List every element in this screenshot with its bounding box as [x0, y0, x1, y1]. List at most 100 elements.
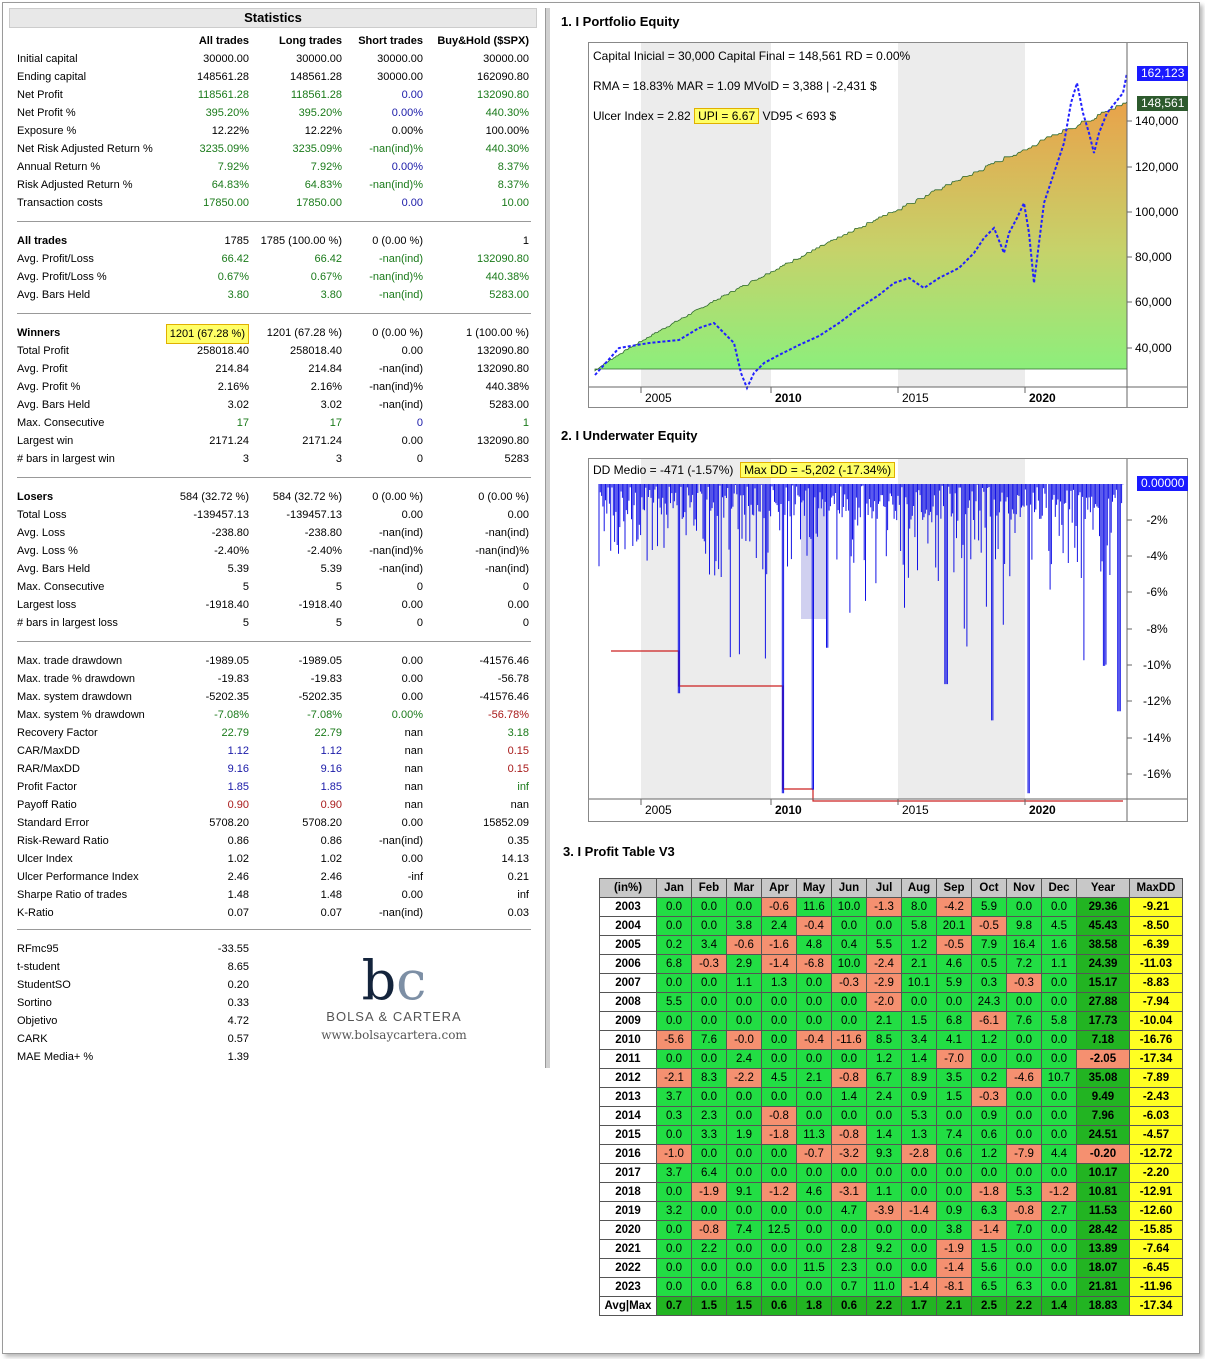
profit-table-cell: 9.2	[866, 1239, 902, 1259]
profit-table-cell: 0.6	[936, 1144, 972, 1164]
stats-header-row: All trades Long trades Short trades Buy&Hol…	[9, 32, 537, 50]
stats-cell: 30000.00	[203, 53, 249, 65]
stats-row: MAE Media+ % 1.39	[9, 1048, 537, 1066]
stats-row-label: K-Ratio	[17, 907, 54, 919]
stats-row: Avg. Profit/Loss 66.42 66.42 -nan(ind) 13209…	[9, 250, 537, 268]
stats-cell: 214.84	[215, 363, 249, 375]
stats-row: Winners 1201 (67.28 %) 1201 (67.28 %) 0 (0.…	[9, 324, 537, 344]
stats-row-label: CAR/MaxDD	[17, 745, 80, 757]
stats-cell: 0.00	[401, 89, 423, 101]
equity-title: 1. I Portfolio Equity	[561, 14, 680, 29]
profit-table-cell: 0.5	[971, 954, 1007, 974]
stats-cell: 66.42	[221, 253, 249, 265]
stats-cell: 132090.80	[477, 253, 529, 265]
stats-cell: 1 (100.00 %)	[466, 327, 529, 339]
profit-table-cell: -6.1	[971, 1011, 1007, 1031]
profit-table-cell: 1.2	[971, 1144, 1007, 1164]
stats-cell: 1	[522, 417, 529, 429]
stats-cell: nan	[404, 727, 423, 739]
stats-cell: 17850.00	[296, 197, 342, 209]
stats-row-label: Initial capital	[17, 53, 78, 65]
profit-table-cell: 2.9	[726, 954, 762, 974]
underwater-chart-plot: -2% -4% -6% -8% -10% -12% -14% -16% 2005 2010 2015…	[589, 459, 1187, 821]
underwater-chart[interactable]: -2% -4% -6% -8% -10% -12% -14% -16% 2005 2010 2015…	[588, 458, 1189, 822]
profit-table-cell: 0.0	[726, 1144, 762, 1164]
profit-table-cell: 0.0	[1006, 1258, 1042, 1278]
profit-table-cell: 6.3	[1006, 1277, 1042, 1297]
stats-cell: 0.00	[401, 509, 423, 521]
stats-row-label: Exposure %	[17, 125, 77, 137]
profit-table-row: Avg|Max 0.7 1.5 1.5 0.6 1.8 0.6 2.2 1.7 2.1 2.5 2.2…	[599, 1296, 1183, 1316]
profit-table-cell: -0.0	[726, 1030, 762, 1050]
stats-cell: 1785	[224, 235, 249, 247]
profit-table-cell: 10.81	[1076, 1182, 1130, 1202]
profit-table-cell: 20.1	[936, 916, 972, 936]
profit-table-cell: -7.0	[936, 1049, 972, 1069]
stats-cell: 0.07	[320, 907, 342, 919]
stats-separator	[17, 313, 531, 314]
stats-cell: 8.65	[227, 961, 249, 973]
panel-splitter[interactable]	[545, 8, 550, 1068]
profit-table-cell: 0.0	[691, 1011, 727, 1031]
profit-table-cell: 0.0	[761, 1277, 797, 1297]
profit-table-cell: 2.3	[691, 1106, 727, 1126]
profit-table-cell: 0.0	[1041, 1277, 1077, 1297]
profit-table-cell: -1.2	[1041, 1182, 1077, 1202]
profit-table-cell: 0.0	[761, 1144, 797, 1164]
profit-table-cell: 0.0	[726, 1011, 762, 1031]
stats-row: StudentSO 0.20	[9, 976, 537, 994]
profit-table-cell: 0.6	[831, 1296, 867, 1316]
profit-table-cell: 2.1	[866, 1011, 902, 1031]
profit-table-cell: -6.39	[1129, 935, 1183, 955]
profit-table-cell: 0.0	[796, 1087, 832, 1107]
profit-table-cell: 0.0	[726, 1239, 762, 1259]
profit-table-year: 2004	[599, 916, 657, 936]
stats-cell: 0 (0.00 %)	[372, 235, 423, 247]
profit-table-header-cell: Feb	[691, 878, 727, 898]
profit-table-cell: 3.4	[901, 1030, 937, 1050]
profit-table-header-cell: Nov	[1006, 878, 1042, 898]
stats-cell: 118561.28	[197, 89, 249, 101]
stats-cell: 1.85	[320, 781, 342, 793]
stats-cell: 0.20	[227, 979, 249, 991]
y-tick-label: -2%	[1146, 513, 1168, 527]
stats-cell: -19.83	[310, 673, 342, 685]
profit-table-row: 2009 0.0 0.0 0.0 0.0 0.0 0.0 2.1 1.5 6.8 -6.1 7.6 5.…	[599, 1011, 1183, 1031]
profit-table-cell: -1.4	[971, 1220, 1007, 1240]
profit-table-cell: 1.3	[901, 1125, 937, 1145]
stats-cell: 7.92%	[217, 161, 249, 173]
stats-cell: 1.48	[320, 889, 342, 901]
profit-table-cell: -15.85	[1129, 1220, 1183, 1240]
profit-table-cell: -0.8	[831, 1125, 867, 1145]
profit-table-cell: 38.58	[1076, 935, 1130, 955]
stats-cell: -56.78%	[488, 709, 529, 721]
buyhold-last-tag: 162,123	[1137, 66, 1189, 81]
profit-table-cell: -11.03	[1129, 954, 1183, 974]
profit-table-cell: 1.9	[726, 1125, 762, 1145]
profit-table-cell: -6.8	[796, 954, 832, 974]
stats-cell: -inf	[407, 871, 423, 883]
profit-table-cell: 0.0	[901, 1258, 937, 1278]
profit-table-cell: 5.6	[971, 1258, 1007, 1278]
stats-cell: 17850.00	[203, 197, 249, 209]
profit-table-cell: 0.0	[901, 1239, 937, 1259]
profit-table-year: 2016	[599, 1144, 657, 1164]
stats-separator	[17, 221, 531, 222]
equity-chart[interactable]: 140,000 120,000 100,000 80,000 60,000 40,000 2…	[588, 42, 1189, 408]
stats-cell: 7.92%	[310, 161, 342, 173]
profit-table-cell: 6.4	[691, 1163, 727, 1183]
stats-row: Largest loss -1918.40 -1918.40 0.00 0.00	[9, 596, 537, 614]
stats-cell: 3.80	[320, 289, 342, 301]
profit-table-cell: 7.0	[1006, 1220, 1042, 1240]
profit-table-cell: -4.2	[936, 897, 972, 917]
stats-separator	[17, 477, 531, 478]
stats-cell: 1201 (67.28 %)	[165, 324, 249, 344]
stats-cell: 132090.80	[477, 345, 529, 357]
stats-cell: 3235.09%	[199, 143, 249, 155]
stats-row-label: Winners	[17, 327, 61, 339]
profit-table-year: 2003	[599, 897, 657, 917]
profit-table-cell: 0.0	[796, 1277, 832, 1297]
profit-table-cell: 2.1	[936, 1296, 972, 1316]
stats-row-label: Ulcer Index	[17, 853, 73, 865]
profit-table-cell: 0.4	[831, 935, 867, 955]
